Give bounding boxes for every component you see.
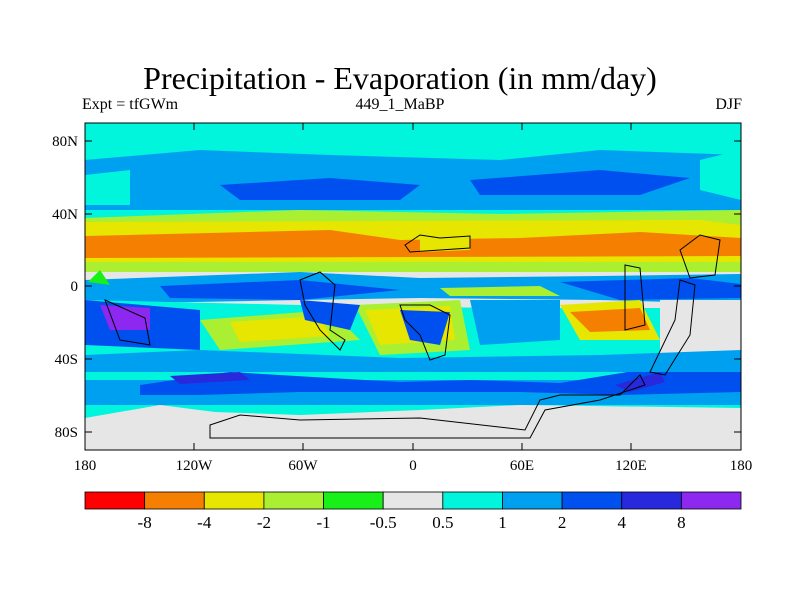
colorbar-label: -4	[197, 513, 212, 532]
colorbar-label: -8	[138, 513, 152, 532]
colorbar-swatch	[263, 491, 324, 510]
colorbar-label: 1	[498, 513, 507, 532]
x-tick-label: 120E	[615, 458, 647, 474]
x-tick-label: 180	[730, 458, 753, 474]
coast-australia	[649, 279, 696, 376]
field-patch-green	[88, 270, 110, 285]
field-itcz-west	[560, 278, 741, 300]
x-tick-label: 60W	[288, 458, 318, 474]
colorbar-label: -2	[257, 513, 271, 532]
coast-sw-land	[104, 299, 151, 346]
y-tick-label: 40S	[55, 352, 78, 368]
field-s-af-blue	[400, 310, 450, 345]
map-field	[85, 123, 741, 450]
y-axis: 80N 40N 0 40S 80S	[52, 134, 741, 441]
x-axis: 180 120W 60W 0 60E 120E 180	[74, 123, 753, 474]
x-tick-label: 180	[74, 458, 97, 474]
season-label: DJF	[715, 96, 742, 113]
colorbar-swatch	[561, 491, 623, 510]
y-tick-label: 80S	[55, 425, 78, 441]
field-southern-dark	[170, 372, 250, 384]
field-north-cyan	[85, 170, 130, 205]
field-s-ind-orange	[570, 308, 650, 332]
x-tick-label: 60E	[510, 458, 534, 474]
field-se-grey	[660, 300, 741, 362]
coast-east-asia	[679, 234, 721, 279]
colorbar-swatch	[621, 491, 682, 510]
coast-south-america	[299, 271, 346, 351]
colorbar-label: 8	[677, 513, 686, 532]
colorbar-swatch	[323, 491, 384, 510]
age-label: 449_1_MaBP	[355, 96, 445, 113]
field-s-am-blue	[300, 300, 360, 330]
colorbar-label: 2	[558, 513, 567, 532]
field-s-ind-blue	[470, 300, 560, 345]
y-tick-label: 80N	[52, 134, 78, 150]
x-tick-label: 0	[409, 458, 417, 474]
x-tick-label: 120W	[176, 458, 214, 474]
field-southern-band	[140, 362, 741, 395]
field-itcz-east	[160, 280, 400, 300]
field-sw-purple	[100, 305, 150, 330]
colorbar-swatch	[442, 491, 503, 510]
field-south-blue	[85, 350, 741, 372]
field-north-cyan2	[700, 150, 741, 200]
coast-india	[624, 264, 646, 331]
field-subtrop-orange	[85, 230, 741, 258]
colorbar: -8 -4 -2 -1 -0.5 0.5 1 2 4 8	[84, 491, 742, 532]
coast-africa	[399, 304, 451, 361]
colorbar-swatch	[502, 491, 563, 510]
colorbar-swatch	[84, 491, 146, 510]
y-tick-label: 40N	[52, 207, 78, 223]
y-tick-label: 0	[71, 279, 79, 295]
colorbar-label: -0.5	[370, 513, 397, 532]
field-north-pacific	[470, 170, 690, 195]
colorbar-swatch	[144, 491, 205, 510]
colorbar-label: -1	[316, 513, 330, 532]
colorbar-swatch	[203, 491, 265, 510]
field-asia-yellow	[420, 236, 470, 252]
colorbar-swatch	[680, 491, 742, 510]
colorbar-swatch	[382, 491, 444, 510]
experiment-label: Expt = tfGWm	[82, 96, 179, 113]
field-north-atlantic	[220, 178, 420, 200]
coast-mediterranean	[404, 234, 471, 253]
colorbar-label: 0.5	[432, 513, 453, 532]
colorbar-label: 4	[617, 513, 626, 532]
field-indian-dry	[440, 286, 560, 296]
map-title: Precipitation - Evaporation (in mm/day)	[143, 60, 657, 96]
coastlines	[104, 234, 721, 439]
field-s-pac-yellow	[230, 316, 330, 342]
coast-antarctica	[209, 374, 646, 439]
